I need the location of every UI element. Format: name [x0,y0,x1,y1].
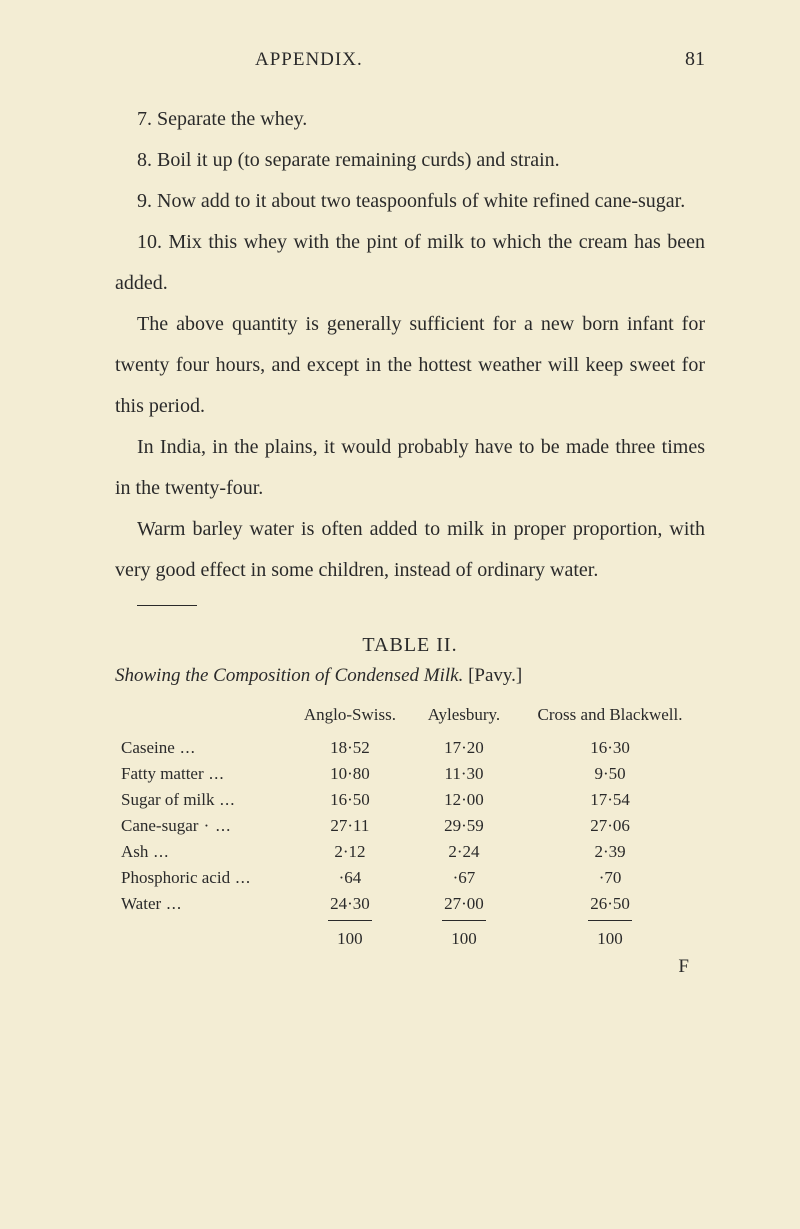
row-cross: 17·54 [515,787,705,813]
table-row: Water ...24·3027·0026·50 [115,891,705,917]
row-cross: 27·06 [515,813,705,839]
row-anglo: 2·12 [287,839,413,865]
row-label: Water ... [115,891,287,917]
table-row: Phosphoric acid ...·64·67·70 [115,865,705,891]
row-aylesbury: 17·20 [413,735,515,761]
section-divider [137,605,197,606]
paragraph-10: 10. Mix this whey with the pint of milk … [115,222,705,304]
row-cross: ·70 [515,865,705,891]
row-label: Ash ... [115,839,287,865]
paragraph-9: 9. Now add to it about two teaspoonfuls … [115,181,705,222]
row-cross: 2·39 [515,839,705,865]
row-anglo: 16·50 [287,787,413,813]
row-anglo: 24·30 [287,891,413,917]
paragraph-8: 8. Boil it up (to separate remaining cur… [115,140,705,181]
col-header-cross: Cross and Blackwell. [515,701,705,735]
row-label: Cane-sugar · ... [115,813,287,839]
table-caption: Showing the Composition of Condensed Mil… [115,665,705,687]
col-header-aylesbury: Aylesbury. [413,701,515,735]
table-total-row: 100 100 100 [115,917,705,952]
row-label: Fatty matter ... [115,761,287,787]
table-row: Cane-sugar · ...27·1129·5927·06 [115,813,705,839]
row-cross: 16·30 [515,735,705,761]
row-aylesbury: 27·00 [413,891,515,917]
table-row: Fatty matter ...10·8011·309·50 [115,761,705,787]
table-title: TABLE II. [115,634,705,657]
row-anglo: 10·80 [287,761,413,787]
paragraph-7: 7. Separate the whey. [115,99,705,140]
row-aylesbury: 12·00 [413,787,515,813]
paragraph-12: In India, in the plains, it would probab… [115,427,705,509]
paragraph-13: Warm barley water is often added to milk… [115,509,705,591]
row-aylesbury: ·67 [413,865,515,891]
row-anglo: 27·11 [287,813,413,839]
footer-letter: F [115,956,705,978]
total-anglo: 100 [287,917,413,952]
row-label: Sugar of milk ... [115,787,287,813]
caption-suffix: [Pavy.] [463,665,522,686]
row-cross: 9·50 [515,761,705,787]
col-header-label [115,701,287,735]
row-anglo: 18·52 [287,735,413,761]
header-title: APPENDIX. [255,49,363,71]
row-aylesbury: 2·24 [413,839,515,865]
row-anglo: ·64 [287,865,413,891]
paragraph-11: The above quantity is generally sufficie… [115,304,705,427]
caption-italic: Showing the Composition of Condensed Mil… [115,665,463,686]
row-aylesbury: 11·30 [413,761,515,787]
col-header-anglo: Anglo-Swiss. [287,701,413,735]
table-row: Ash ...2·122·242·39 [115,839,705,865]
page-number: 81 [685,48,705,71]
total-cross: 100 [515,917,705,952]
row-label: Caseine ... [115,735,287,761]
row-label: Phosphoric acid ... [115,865,287,891]
table-row: Sugar of milk ...16·5012·0017·54 [115,787,705,813]
row-aylesbury: 29·59 [413,813,515,839]
composition-table: Anglo-Swiss. Aylesbury. Cross and Blackw… [115,701,705,952]
table-row: Caseine ...18·5217·2016·30 [115,735,705,761]
table-header-row: Anglo-Swiss. Aylesbury. Cross and Blackw… [115,701,705,735]
row-cross: 26·50 [515,891,705,917]
total-aylesbury: 100 [413,917,515,952]
